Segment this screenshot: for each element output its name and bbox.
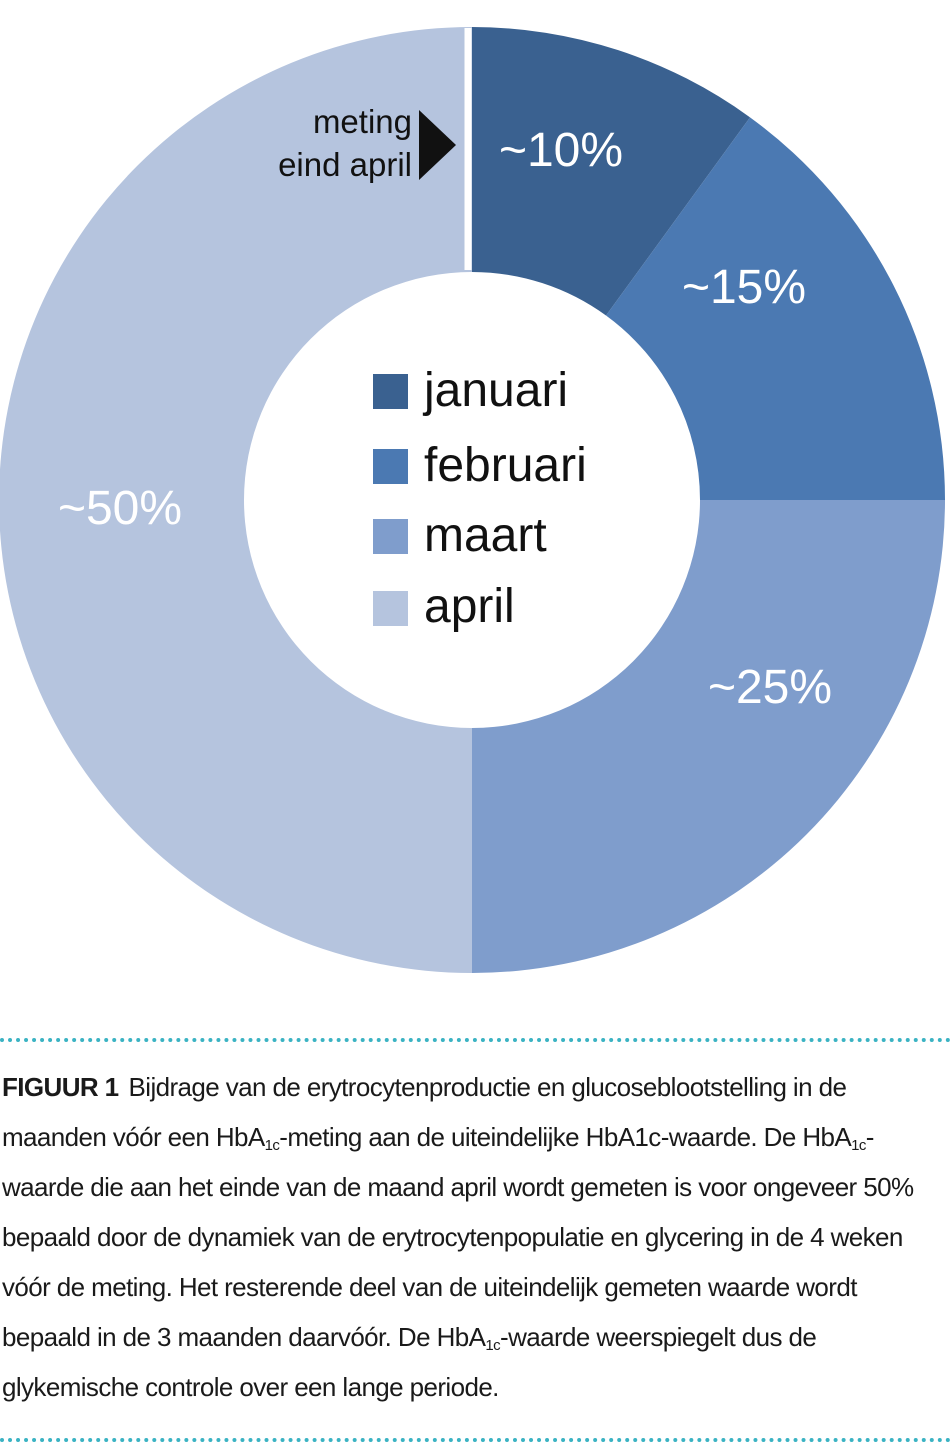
slice-april-wedge: [0, 27, 472, 973]
measurement-annotation: meting eind april: [278, 103, 456, 183]
legend-swatch-januari: [373, 374, 408, 409]
slice-januari: [472, 27, 751, 316]
annotation-line-2: eind april: [278, 146, 412, 183]
slice-januari-wedge: [472, 27, 751, 316]
top-divider: [0, 1038, 951, 1042]
slice-februari-wedge: [606, 117, 945, 500]
caption-sub-1: 1c: [264, 1137, 280, 1154]
legend-label-maart: maart: [424, 509, 547, 562]
legend-swatch-maart: [373, 519, 408, 554]
caption-sub-2: 1c: [851, 1137, 866, 1154]
legend-swatch-april: [373, 591, 408, 626]
slice-februari: [606, 117, 945, 500]
figure-caption: FIGUUR 1 Bijdrage van de erytrocytenprodu…: [2, 1062, 947, 1412]
slice-label-januari: ~10%: [499, 124, 623, 177]
caption-text-1: Bijdrage van de erytrocytenproductie en …: [2, 1072, 847, 1152]
legend-swatch-februari: [373, 449, 408, 484]
slice-label-maart: ~25%: [708, 661, 832, 714]
slice-label-april: ~50%: [58, 482, 182, 535]
annotation-line-1: meting: [313, 103, 412, 140]
caption-text-4: -waarde weerspiegelt dus de glykemische …: [2, 1322, 817, 1402]
donut-chart: ~10% ~15% ~25% ~50% meting eind april ja…: [0, 27, 945, 973]
legend-label-februari: februari: [424, 439, 587, 492]
legend: januari februari maart april: [373, 364, 587, 633]
slice-maart-wedge: [472, 500, 945, 973]
caption-text-3: -waarde die aan het einde van de maand a…: [2, 1122, 914, 1352]
arrow-right-icon: [419, 110, 456, 180]
slice-april: [0, 27, 472, 973]
slice-label-februari: ~15%: [682, 261, 806, 314]
caption-text-2: -meting aan de uiteindelijke HbA1c-waard…: [279, 1122, 852, 1152]
caption-sub-3: 1c: [485, 1337, 501, 1354]
legend-label-januari: januari: [422, 364, 568, 417]
figure-label: FIGUUR 1: [2, 1072, 119, 1102]
bottom-divider: [0, 1438, 951, 1442]
slice-maart: [472, 500, 945, 973]
legend-label-april: april: [424, 580, 515, 633]
